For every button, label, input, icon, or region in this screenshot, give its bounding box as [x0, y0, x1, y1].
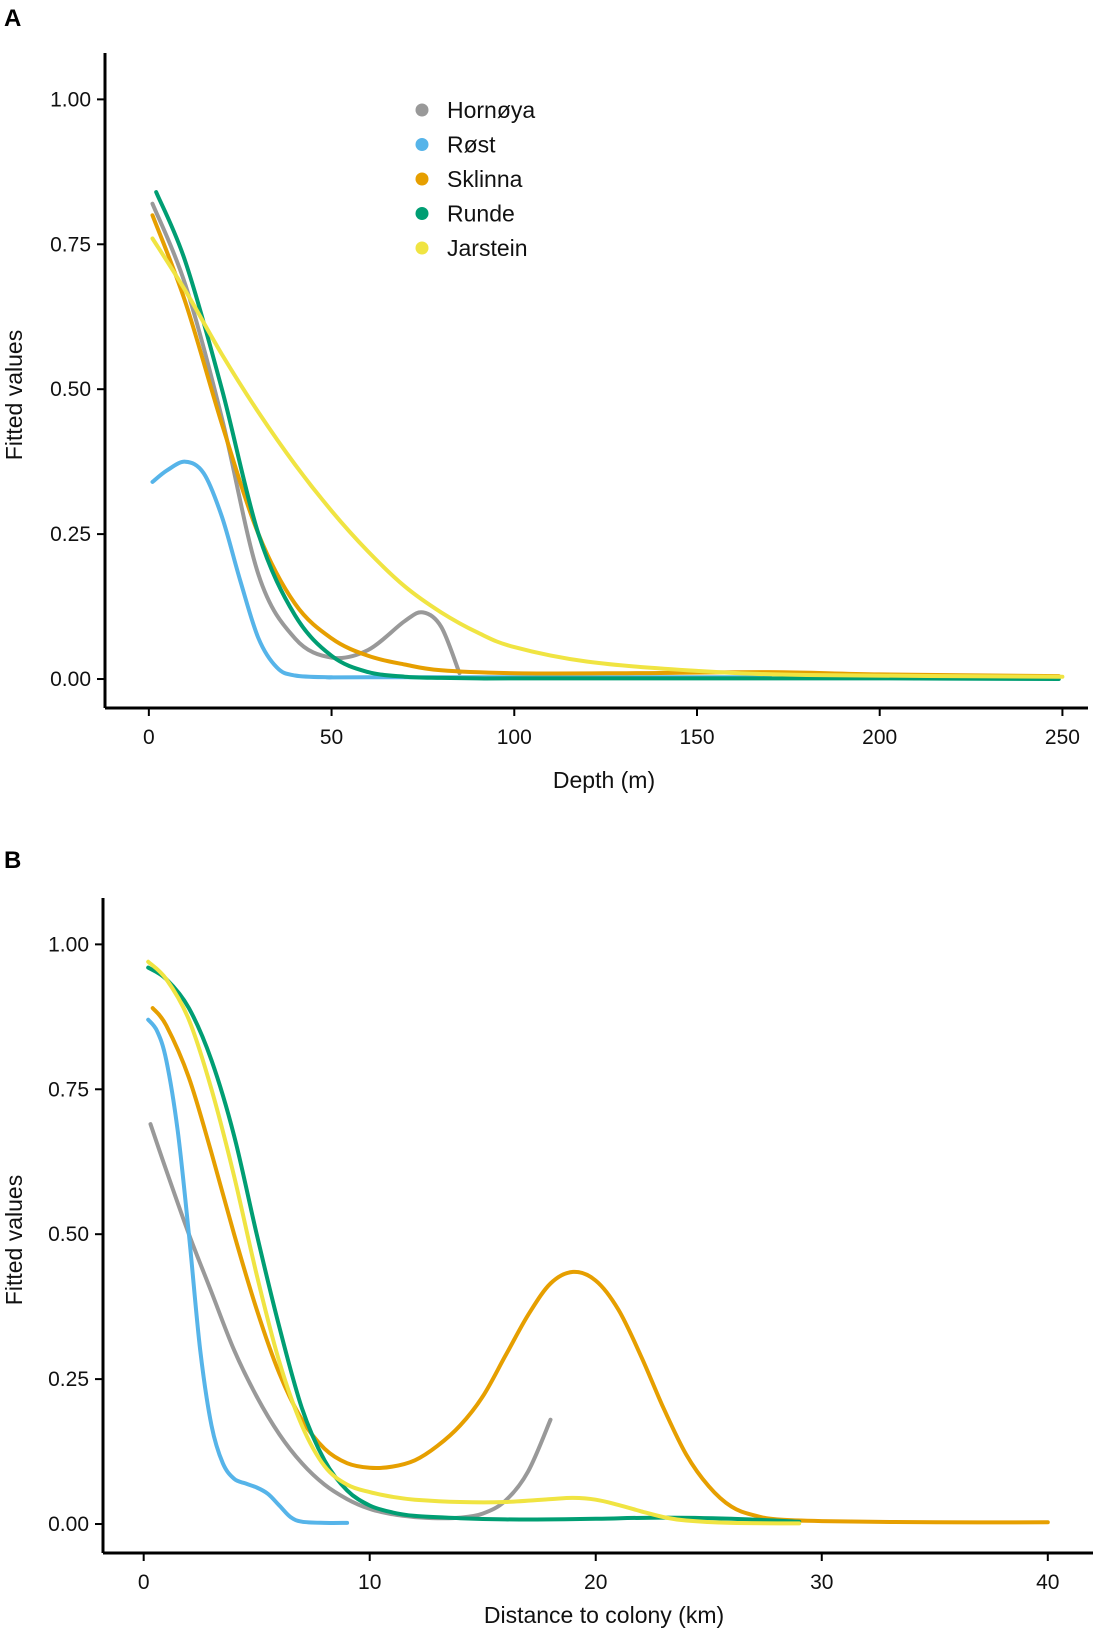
legend-label-sklinna: Sklinna [447, 166, 523, 192]
panel-b-letter: B [4, 847, 21, 874]
panel-b-series [146, 959, 1050, 1526]
series-line-jarstein [146, 959, 802, 1526]
series-line-hornoya [148, 1122, 553, 1521]
y-tick-label: 0.25 [48, 1368, 89, 1391]
y-tick-label: 0.00 [48, 1513, 89, 1536]
panel-b-y-axis-title: Fitted values [1, 1175, 27, 1305]
series-line-jarstein [150, 236, 1065, 679]
panel-a-y-ticks: 0.00 0.25 0.50 0.75 1.00 [50, 88, 105, 691]
x-tick-label: 50 [320, 726, 343, 749]
panel-b-x-ticks: 0 10 20 30 40 [138, 1553, 1059, 1594]
y-tick-label: 1.00 [48, 933, 89, 956]
legend-label-runde: Runde [447, 201, 515, 227]
series-line-sklinna [150, 1006, 1050, 1525]
y-tick-label: 0.25 [50, 523, 91, 546]
legend-key-jarstein [415, 241, 429, 255]
x-tick-label: 100 [497, 726, 532, 749]
series-line-rost [146, 1017, 350, 1525]
legend-label-jarstein: Jarstein [447, 235, 528, 261]
panel-a-x-ticks: 0 50 100 150 200 250 [143, 708, 1080, 749]
y-tick-label: 0.50 [50, 378, 91, 401]
x-tick-label: 0 [143, 726, 155, 749]
series-line-runde [154, 190, 1061, 681]
panel-a-letter: A [4, 5, 21, 32]
y-tick-label: 0.75 [48, 1078, 89, 1101]
x-tick-label: 250 [1045, 726, 1080, 749]
x-tick-label: 30 [810, 1571, 833, 1594]
x-tick-label: 200 [862, 726, 897, 749]
panel-a: A 0.00 0.25 0.50 0.75 1.00 0 50 100 150 200 250 D… [1, 5, 1088, 793]
panel-b-x-axis-title: Distance to colony (km) [484, 1602, 724, 1628]
legend-key-sklinna [415, 172, 429, 186]
legend-label-hornoya: Hornøya [447, 97, 535, 123]
x-tick-label: 150 [679, 726, 714, 749]
y-tick-label: 0.75 [50, 233, 91, 256]
series-line-runde [146, 965, 802, 1524]
legend-key-rost [415, 138, 429, 151]
y-tick-label: 1.00 [50, 88, 91, 111]
series-line-sklinna [150, 213, 1061, 679]
series-line-rost [150, 459, 773, 680]
x-tick-label: 0 [138, 1571, 150, 1594]
panel-b: B 0.00 0.25 0.50 0.75 1.00 0 10 20 30 40 Distanc… [1, 847, 1093, 1628]
x-tick-label: 10 [358, 1571, 381, 1594]
series-line-hornoya [150, 201, 462, 676]
x-tick-label: 40 [1036, 1571, 1059, 1594]
panel-a-y-axis-title: Fitted values [1, 330, 27, 460]
legend-key-runde [415, 207, 429, 220]
panel-a-x-axis-title: Depth (m) [553, 767, 655, 793]
y-tick-label: 0.50 [48, 1223, 89, 1246]
legend-label-rost: Røst [447, 132, 496, 158]
panel-a-series [150, 190, 1065, 681]
panel-b-y-ticks: 0.00 0.25 0.50 0.75 1.00 [48, 933, 103, 1536]
x-tick-label: 20 [584, 1571, 607, 1594]
legend-key-hornoya [415, 103, 429, 117]
panel-a-legend: Hornøya Røst Sklinna Runde Jarstein [415, 97, 535, 261]
y-tick-label: 0.00 [50, 668, 91, 691]
